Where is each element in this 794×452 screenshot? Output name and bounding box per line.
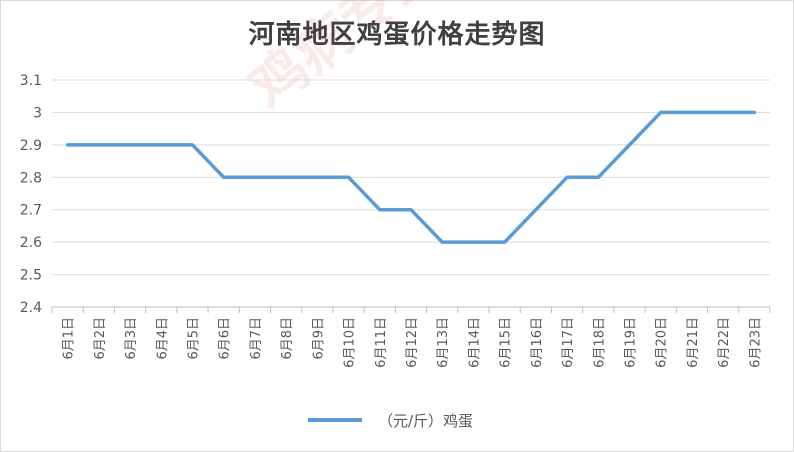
x-tick-label: 6月11日: [374, 317, 389, 368]
x-tick-label: 6月15日: [499, 317, 514, 368]
x-tick-label: 6月4日: [155, 317, 170, 360]
y-tick-label: 2.8: [20, 170, 42, 186]
x-tick-label: 6月3日: [124, 317, 139, 360]
x-tick-label: 6月12日: [405, 317, 420, 368]
chart-title: 河南地区鸡蛋价格走势图: [248, 20, 546, 50]
y-tick-label: 2.7: [20, 203, 42, 219]
x-tick-labels: 6月1日 6月2日 6月3日 6月4日 6月5日 6月6日 6月7日 6月8日 6月9日 6月10…: [62, 317, 764, 368]
y-tick-label: 2.5: [20, 268, 42, 284]
y-tick-label: 2.4: [20, 300, 42, 316]
y-tick-label: 3.1: [20, 73, 42, 89]
x-tick-label: 6月16日: [530, 317, 545, 368]
y-tick-label: 3: [33, 105, 42, 121]
legend-swatch: [308, 418, 362, 422]
x-tick-label: 6月13日: [436, 317, 451, 368]
x-tick-label: 6月23日: [748, 317, 763, 368]
x-tick-label: 6月2日: [93, 317, 108, 360]
y-tick-label: 2.9: [20, 138, 42, 154]
x-tick-label: 6月6日: [218, 317, 233, 360]
x-tick-label: 6月20日: [655, 317, 670, 368]
legend-label: （元/斤）鸡蛋: [378, 411, 474, 430]
x-tick-label: 6月10日: [343, 317, 358, 368]
x-tick-label: 6月18日: [592, 317, 607, 368]
x-tick-label: 6月8日: [280, 317, 295, 360]
x-tick-label: 6月21日: [686, 317, 701, 368]
series-layer: [65, 110, 757, 244]
x-axis: [51, 306, 771, 313]
x-tick-label: 6月22日: [717, 317, 732, 368]
x-tick-label: 6月5日: [186, 317, 201, 360]
y-tick-label: 2.6: [20, 235, 42, 251]
gridlines: [52, 79, 770, 276]
legend: （元/斤）鸡蛋: [308, 408, 473, 432]
x-tick-label: 6月19日: [624, 317, 639, 368]
x-tick-label: 6月7日: [249, 317, 264, 360]
series-line: [65, 110, 757, 244]
x-tick-label: 6月1日: [62, 317, 77, 360]
x-tick-label: 6月9日: [311, 317, 326, 360]
y-axis: 2.4 2.5 2.6 2.7 2.8 2.9 3 3.1: [20, 73, 42, 316]
x-tick-label: 6月17日: [561, 317, 576, 368]
x-tick-label: 6月14日: [467, 317, 482, 368]
